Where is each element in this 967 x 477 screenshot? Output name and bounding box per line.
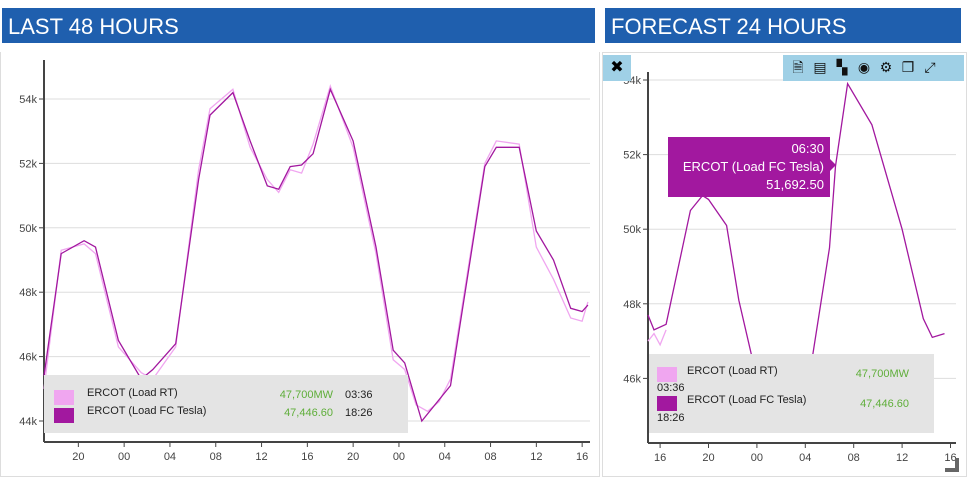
- y-tick-label: 46k: [623, 373, 641, 385]
- tooltip-value: 51,692.50: [766, 177, 824, 192]
- series-line-rt: [43, 84, 589, 413]
- legend-swatch-rt: [54, 390, 74, 405]
- x-tick-label: 00: [393, 451, 405, 463]
- x-tick-label: 16: [654, 452, 666, 464]
- legend-time-rt: 03:36: [657, 382, 685, 394]
- tooltip-series: ERCOT (Load FC Tesla): [682, 159, 824, 174]
- legend-time-fc: 18:26: [657, 412, 685, 424]
- target-icon[interactable]: ◉: [857, 59, 871, 75]
- excel-icon[interactable]: 🗎: [792, 59, 804, 75]
- legend-name-fc: ERCOT (Load FC Tesla): [687, 394, 807, 406]
- x-tick-label: 00: [118, 451, 130, 463]
- legend-name-rt: ERCOT (Load RT): [87, 387, 178, 399]
- y-tick-label: 52k: [19, 158, 37, 170]
- tooltip-time: 06:30: [791, 141, 824, 156]
- y-tick-label: 54k: [19, 94, 37, 106]
- x-tick-label: 16: [576, 451, 588, 463]
- legend-name-fc: ERCOT (Load FC Tesla): [87, 405, 207, 417]
- y-tick-label: 50k: [19, 223, 37, 235]
- x-tick-label: 04: [799, 452, 811, 464]
- x-tick-label: 04: [439, 451, 451, 463]
- legend-value-fc: 47,446.60: [860, 398, 909, 410]
- x-tick-label: 12: [255, 451, 267, 463]
- right-panel-title: FORECAST 24 HOURS: [605, 8, 961, 43]
- x-tick-label: 12: [896, 452, 908, 464]
- legend-name-rt: ERCOT (Load RT): [687, 365, 778, 377]
- y-tick-label: 48k: [19, 287, 37, 299]
- legend-value-fc: 47,446.60: [284, 407, 333, 419]
- x-tick-label: 20: [72, 451, 84, 463]
- x-tick-label: 08: [210, 451, 222, 463]
- left-panel-title: LAST 48 HOURS: [2, 8, 595, 43]
- tooltip-pointer: [830, 159, 836, 171]
- legend-time-rt: 03:36: [345, 389, 373, 401]
- x-tick-label: 08: [848, 452, 860, 464]
- x-tick-label: 00: [751, 452, 763, 464]
- left-legend: ERCOT (Load RT) ERCOT (Load FC Tesla) 47…: [44, 375, 408, 433]
- y-tick-label: 46k: [19, 352, 37, 364]
- x-tick-label: 08: [484, 451, 496, 463]
- y-tick-label: 44k: [19, 416, 37, 428]
- legend-value-rt: 47,700MW: [855, 368, 909, 380]
- legend-swatch-rt: [657, 367, 677, 382]
- series-line-rt: [647, 329, 667, 347]
- x-tick-label: 04: [164, 451, 176, 463]
- legend-value-rt: 47,700MW: [279, 389, 333, 401]
- pattern-icon[interactable]: ▚: [836, 59, 848, 75]
- y-tick-label: 50k: [623, 224, 641, 236]
- close-button[interactable]: ✖: [603, 55, 631, 81]
- copy-icon[interactable]: ❐: [901, 59, 915, 75]
- table-icon[interactable]: ▤: [813, 59, 827, 75]
- chart-toolbar: 🗎 ▤ ▚ ◉ ⚙ ❐ ⤢: [783, 55, 964, 81]
- expand-icon[interactable]: ⤢: [924, 59, 936, 75]
- legend-time-fc: 18:26: [345, 407, 373, 419]
- y-tick-label: 48k: [623, 299, 641, 311]
- gear-icon[interactable]: ⚙: [879, 59, 893, 75]
- x-tick-label: 12: [530, 451, 542, 463]
- right-legend: 03:36 18:26 ERCOT (Load RT) ERCOT (Load …: [649, 354, 934, 433]
- series-line-fc: [43, 87, 589, 423]
- legend-swatch-fc: [657, 396, 677, 411]
- x-tick-label: 16: [944, 452, 956, 464]
- legend-swatch-fc: [54, 408, 74, 423]
- x-tick-label: 20: [702, 452, 714, 464]
- x-tick-label: 16: [301, 451, 313, 463]
- tooltip: 06:30 ERCOT (Load FC Tesla) 51,692.50: [668, 137, 830, 197]
- resize-handle[interactable]: [945, 458, 959, 472]
- y-tick-label: 52k: [623, 150, 641, 162]
- x-tick-label: 20: [347, 451, 359, 463]
